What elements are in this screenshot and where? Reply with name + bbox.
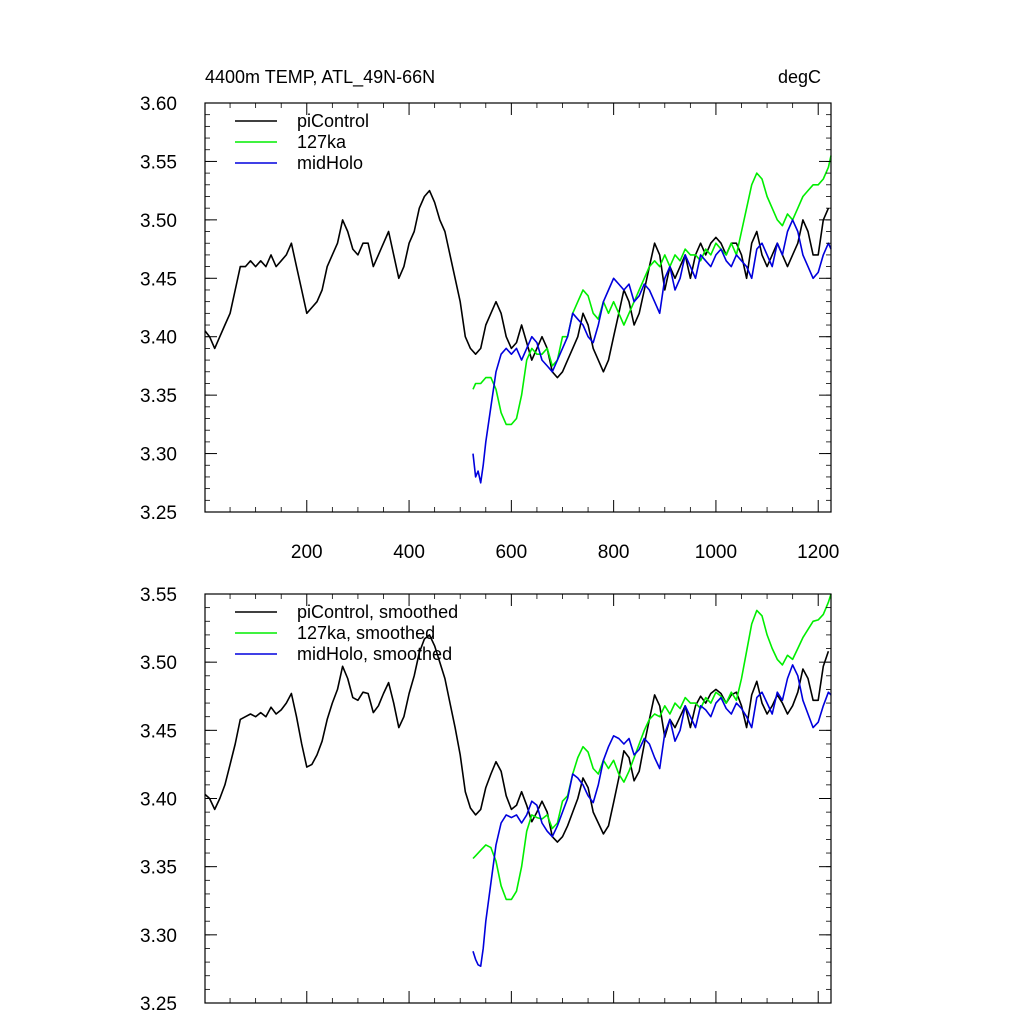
chart-1-x-tick-label: 200 [291,542,323,563]
chart-1-y-tick-label: 3.45 [140,269,177,290]
chart-1-x-tick-label: 1000 [695,542,737,563]
chart-1-y-tick-label: 3.60 [140,94,177,115]
chart-1-y-tick-label: 3.50 [140,211,177,232]
chart-1-series-line-2 [472,155,832,426]
chart-2-legend-label-2: 127ka, smoothed [297,623,435,643]
chart-2-y-tick-label: 3.50 [140,653,177,674]
chart-1-x-tick-label: 600 [495,542,527,563]
chart-1-y-tick-label: 3.25 [140,503,177,524]
chart-2-series-line-3 [472,664,832,968]
chart-1-x-tick-label: 1200 [797,542,839,563]
chart-2-series-line-1 [204,634,830,843]
chart-1-y-tick-label: 3.55 [140,152,177,173]
chart-2-y-tick-label: 3.55 [140,585,177,606]
chart-1-y-tick-label: 3.40 [140,328,177,349]
chart-2-legend-label-3: midHolo, smoothed [297,644,452,664]
chart-1-legend-label-1: piControl [297,111,369,131]
chart-2-y-tick-label: 3.25 [140,994,177,1015]
chart-1-y-tick-label: 3.35 [140,386,177,407]
chart-1-x-tick-label: 800 [598,542,630,563]
chart-1-legend-label-2: 127ka [297,132,347,152]
chart-1-series-line-3 [472,219,832,484]
chart-1-unit-label: degC [778,67,821,87]
chart-1-y-tick-label: 3.30 [140,445,177,466]
chart-1-x-tick-label: 400 [393,542,425,563]
chart-2-y-tick-label: 3.45 [140,721,177,742]
chart-2-y-tick-label: 3.40 [140,790,177,811]
chart-2-y-tick-label: 3.35 [140,858,177,879]
chart-1-title: 4400m TEMP, ATL_49N-66N [205,67,435,88]
chart-2-series-line-2 [472,593,832,901]
chart-1-plot-frame [204,102,832,513]
chart-1-series-line-1 [204,189,830,379]
chart-2-y-tick-label: 3.30 [140,926,177,947]
chart-2-legend-label-1: piControl, smoothed [297,602,458,622]
chart-1-legend-label-3: midHolo [297,153,363,173]
